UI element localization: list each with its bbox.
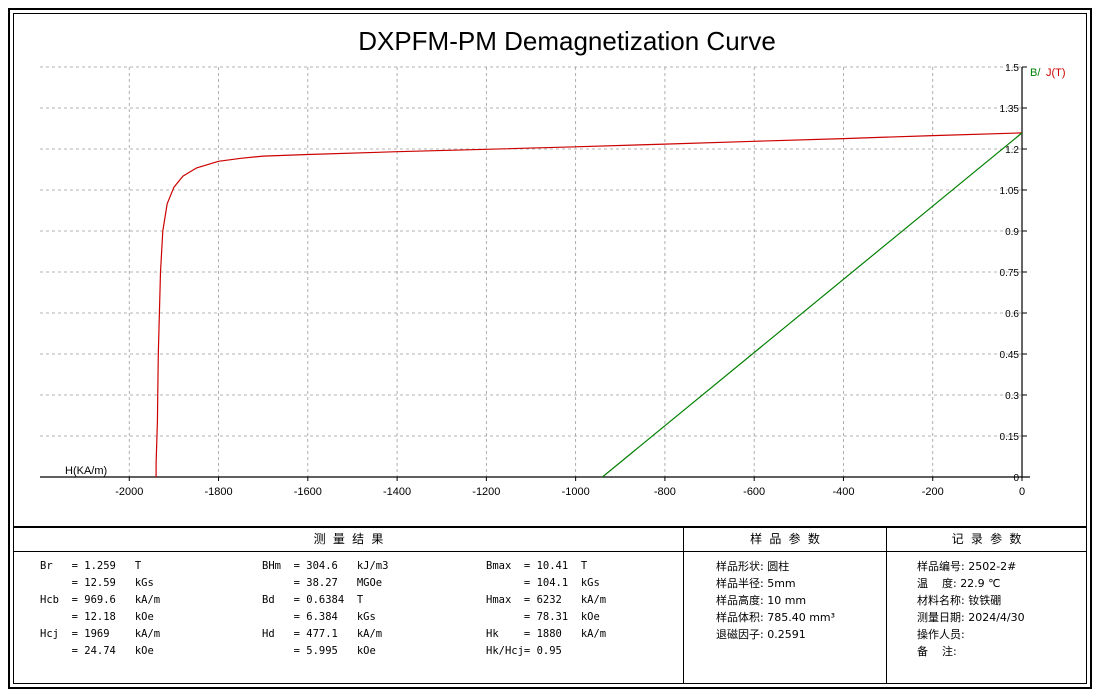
result-line: Bd = 0.6384 T [262, 594, 364, 606]
result-line: = 6.384 kGs [262, 611, 376, 623]
y-tick-label: 0.45 [1000, 350, 1020, 361]
record-line: 材料名称: 钕铁硼 [917, 594, 1002, 607]
result-line: = 12.59 kGs [40, 577, 154, 589]
y-tick-label: 1.05 [1000, 186, 1020, 197]
table-divider-2 [886, 527, 887, 684]
axes: 0 0.15 0.3 0.45 0.6 0.75 0.9 1.05 1.2 1.35 1.5 -200… [40, 63, 1030, 498]
record-params: 样品编号: 2502-2# 温 度: 22.9 ℃ 材料名称: 钕铁硼 测量日期… [917, 558, 1082, 668]
x-tick-label: -2000 [115, 486, 143, 498]
y-tick-label: 0 [1013, 473, 1019, 484]
outer-frame [8, 8, 1092, 689]
measure-results-title: 测 量 结 果 [313, 532, 384, 546]
y-tick-label: 1.5 [1005, 63, 1019, 74]
record-params-title: 记 录 参 数 [951, 532, 1022, 546]
demagnetization-chart: DXPFM-PM Demagnetization Curve 00.150.30… [40, 26, 1066, 498]
y-tick-label: 0.3 [1005, 391, 1019, 402]
sample-params-title: 样 品 参 数 [750, 532, 820, 546]
y-tick-label: 0.15 [1000, 432, 1020, 443]
grid [40, 66, 1022, 477]
x-tick-label: -1400 [383, 486, 411, 498]
x-tick-label: -1600 [294, 486, 322, 498]
record-line: 温 度: 22.9 ℃ [917, 577, 1001, 590]
x-tick-label: -1000 [562, 486, 590, 498]
x-tick-label: -1800 [204, 486, 232, 498]
result-line: Br = 1.259 T [40, 560, 142, 572]
x-tick-label: 0 [1019, 486, 1025, 498]
table-divider-1 [683, 527, 684, 684]
y-tick-label: 0.9 [1005, 227, 1019, 238]
result-line: = 24.74 kOe [40, 645, 154, 657]
chart-title: DXPFM-PM Demagnetization Curve [358, 26, 776, 56]
result-line: = 5.995 kOe [262, 645, 376, 657]
x-tick-label: -600 [743, 486, 765, 498]
series-line-b [602, 132, 1023, 478]
result-line: = 104.1 kGs [486, 577, 600, 589]
x-axis-label: H(KA/m) [65, 465, 107, 477]
sample-line: 样品形状: 圆柱 [716, 560, 790, 573]
sample-line: 样品高度: 10 mm [716, 594, 807, 607]
inner-frame [13, 13, 1087, 684]
result-line: Bmax = 10.41 T [486, 560, 588, 572]
y-tick-label: 1.35 [1000, 104, 1020, 115]
y-axis-label-b: B/ [1030, 67, 1041, 79]
series-line-j [155, 132, 1023, 477]
record-line: 备 注: [917, 645, 957, 658]
result-line: Hcb = 969.6 kA/m [40, 594, 161, 606]
result-line: Hcj = 1969 kA/m [40, 628, 161, 640]
sample-line: 样品半径: 5mm [716, 577, 796, 590]
record-line: 样品编号: 2502-2# [917, 560, 1017, 573]
result-line: = 38.27 MGOe [262, 577, 383, 589]
result-line: Hk = 1880 kA/m [486, 628, 607, 640]
table-header-line [14, 551, 1086, 552]
axis-labels: H(KA/m) B/ J(T) [65, 67, 1066, 477]
sample-line: 样品体积: 785.40 mm³ [716, 611, 836, 624]
sample-params: 样品形状: 圆柱 样品半径: 5mm 样品高度: 10 mm 样品体积: 785… [716, 558, 881, 658]
result-line: = 12.18 kOe [40, 611, 154, 623]
result-line: Hmax = 6232 kA/m [486, 594, 607, 606]
result-line: Hk/Hcj= 0.95 [486, 645, 562, 657]
y-tick-label: 0.6 [1005, 309, 1019, 320]
result-line: = 78.31 kOe [486, 611, 600, 623]
x-tick-label: -800 [654, 486, 676, 498]
table-top-line [14, 526, 1086, 528]
result-line: Hd = 477.1 kA/m [262, 628, 383, 640]
series-group [155, 132, 1023, 478]
result-line: BHm = 304.6 kJ/m3 [262, 560, 389, 572]
x-tick-label: -400 [832, 486, 854, 498]
y-tick-label: 1.2 [1005, 145, 1019, 156]
record-line: 测量日期: 2024/4/30 [917, 611, 1025, 624]
y-tick-label: 0.75 [1000, 268, 1020, 279]
record-line: 操作人员: [917, 628, 965, 641]
y-axis-label-j: J(T) [1046, 67, 1066, 79]
x-tick-label: -200 [922, 486, 944, 498]
x-tick-label: -1200 [472, 486, 500, 498]
sample-line: 退磁因子: 0.2591 [716, 628, 806, 641]
